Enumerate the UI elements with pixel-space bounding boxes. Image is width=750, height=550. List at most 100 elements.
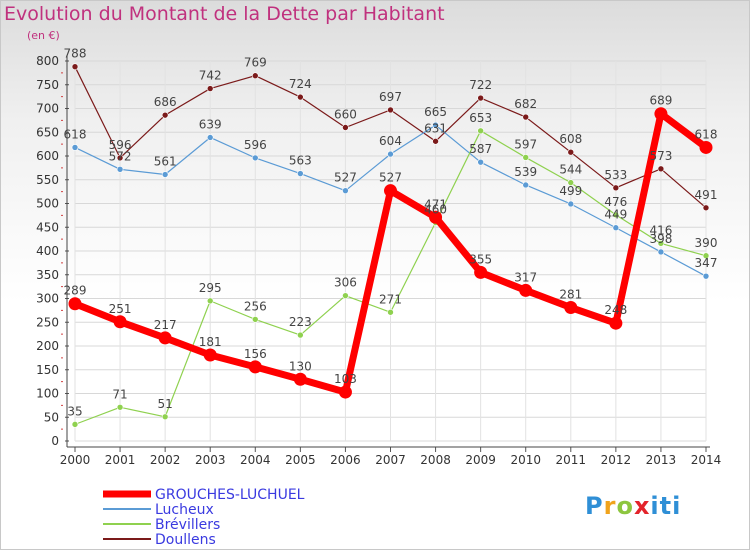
- data-point: [477, 127, 484, 135]
- data-label: 769: [244, 56, 267, 70]
- data-point: [297, 170, 304, 177]
- data-label: 604: [379, 134, 402, 148]
- x-tick-label: 2011: [556, 453, 587, 467]
- data-point: [387, 106, 394, 114]
- data-point: [342, 292, 349, 299]
- data-point: [612, 211, 620, 219]
- data-point: [432, 121, 439, 129]
- data-point: [432, 137, 439, 145]
- data-label: 51: [158, 397, 173, 411]
- data-label: 317: [514, 270, 537, 284]
- x-tick-label: 2002: [150, 453, 181, 467]
- data-point: [161, 111, 169, 119]
- data-point: [206, 297, 214, 305]
- data-point: [384, 184, 397, 198]
- x-tick-label: 2012: [601, 453, 632, 467]
- data-label: 347: [695, 256, 718, 270]
- data-label: 71: [112, 387, 127, 401]
- data-label: 460: [424, 203, 447, 217]
- data-point: [702, 252, 710, 260]
- data-point: [206, 85, 214, 92]
- data-point: [522, 113, 530, 121]
- data-label: 223: [289, 315, 312, 329]
- data-point: [342, 124, 349, 131]
- data-point: [567, 148, 575, 156]
- x-tick-label: 2000: [60, 453, 91, 467]
- y-tick-label: 50: [44, 410, 59, 424]
- data-label: 639: [199, 117, 222, 131]
- data-point: [338, 385, 352, 399]
- data-point: [657, 248, 665, 256]
- data-point: [387, 308, 394, 316]
- data-label: 398: [649, 232, 672, 246]
- data-point: [116, 154, 124, 162]
- y-tick-label: 550: [36, 173, 59, 187]
- data-point: [251, 72, 259, 80]
- x-tick-label: 2001: [105, 453, 136, 467]
- data-point: [477, 158, 484, 166]
- data-point: [161, 413, 169, 421]
- data-label: 306: [334, 276, 357, 290]
- data-label: 130: [289, 359, 312, 373]
- data-point: [567, 179, 575, 186]
- y-tick-label: 200: [36, 339, 59, 353]
- data-label: 533: [604, 168, 627, 182]
- data-label: 788: [64, 47, 87, 61]
- data-label: 289: [64, 284, 87, 298]
- y-tick-label: 300: [36, 292, 59, 306]
- y-tick-label: 150: [36, 363, 59, 377]
- x-tick-label: 2009: [465, 453, 496, 467]
- data-label: 618: [695, 127, 718, 141]
- y-tick-label: 0: [51, 434, 59, 448]
- data-point: [699, 140, 713, 154]
- data-point: [203, 348, 217, 362]
- data-label: 539: [514, 165, 537, 179]
- data-label: 449: [604, 208, 627, 222]
- grid: [74, 60, 707, 442]
- data-label: 689: [649, 94, 672, 108]
- y-tick-label: 100: [36, 387, 59, 401]
- data-label: 476: [604, 195, 627, 209]
- legend: GROUCHES-LUCHUELLucheuxBrévillersDoullen…: [103, 487, 305, 548]
- data-point: [116, 166, 124, 173]
- data-point: [519, 283, 533, 297]
- y-tick-label: 600: [36, 149, 59, 163]
- chart-title: Evolution du Montant de la Dette par Hab…: [4, 3, 445, 25]
- data-point: [522, 181, 530, 189]
- data-label: 653: [469, 111, 492, 125]
- y-tick-label: 800: [36, 54, 59, 68]
- y-tick-label: 700: [36, 102, 59, 116]
- data-label: 660: [334, 108, 357, 122]
- x-tick-label: 2008: [420, 453, 451, 467]
- data-label: 631: [424, 121, 447, 135]
- data-point: [251, 316, 259, 323]
- x-tick-label: 2003: [195, 453, 226, 467]
- data-label: 724: [289, 77, 312, 91]
- data-label: 596: [109, 138, 132, 152]
- axes: 0 50 100 150 200 250 300 350 400 450 500 550 600 650 7…: [36, 54, 721, 467]
- data-label: 527: [334, 171, 357, 185]
- data-point: [297, 331, 304, 339]
- x-tick-label: 2005: [285, 453, 316, 467]
- data-point: [116, 403, 124, 411]
- x-tick-label: 2007: [375, 453, 406, 467]
- data-label: 471: [424, 197, 447, 211]
- proxiti-logo: Proxiti: [585, 492, 682, 520]
- y-tick-label: 750: [36, 78, 59, 92]
- data-label: 722: [469, 78, 492, 92]
- data-point: [702, 272, 710, 280]
- data-point: [158, 331, 172, 345]
- data-label: 665: [424, 105, 447, 119]
- data-point: [474, 265, 488, 279]
- data-point: [68, 297, 82, 311]
- data-label: 527: [379, 171, 402, 185]
- data-point: [297, 93, 304, 101]
- data-point: [251, 154, 259, 162]
- data-point: [612, 184, 620, 192]
- x-tick-label: 2006: [330, 453, 361, 467]
- data-label: 587: [469, 142, 492, 156]
- data-point: [654, 107, 668, 121]
- data-label: 355: [469, 252, 492, 266]
- data-label: 156: [244, 347, 267, 361]
- data-point: [206, 134, 214, 141]
